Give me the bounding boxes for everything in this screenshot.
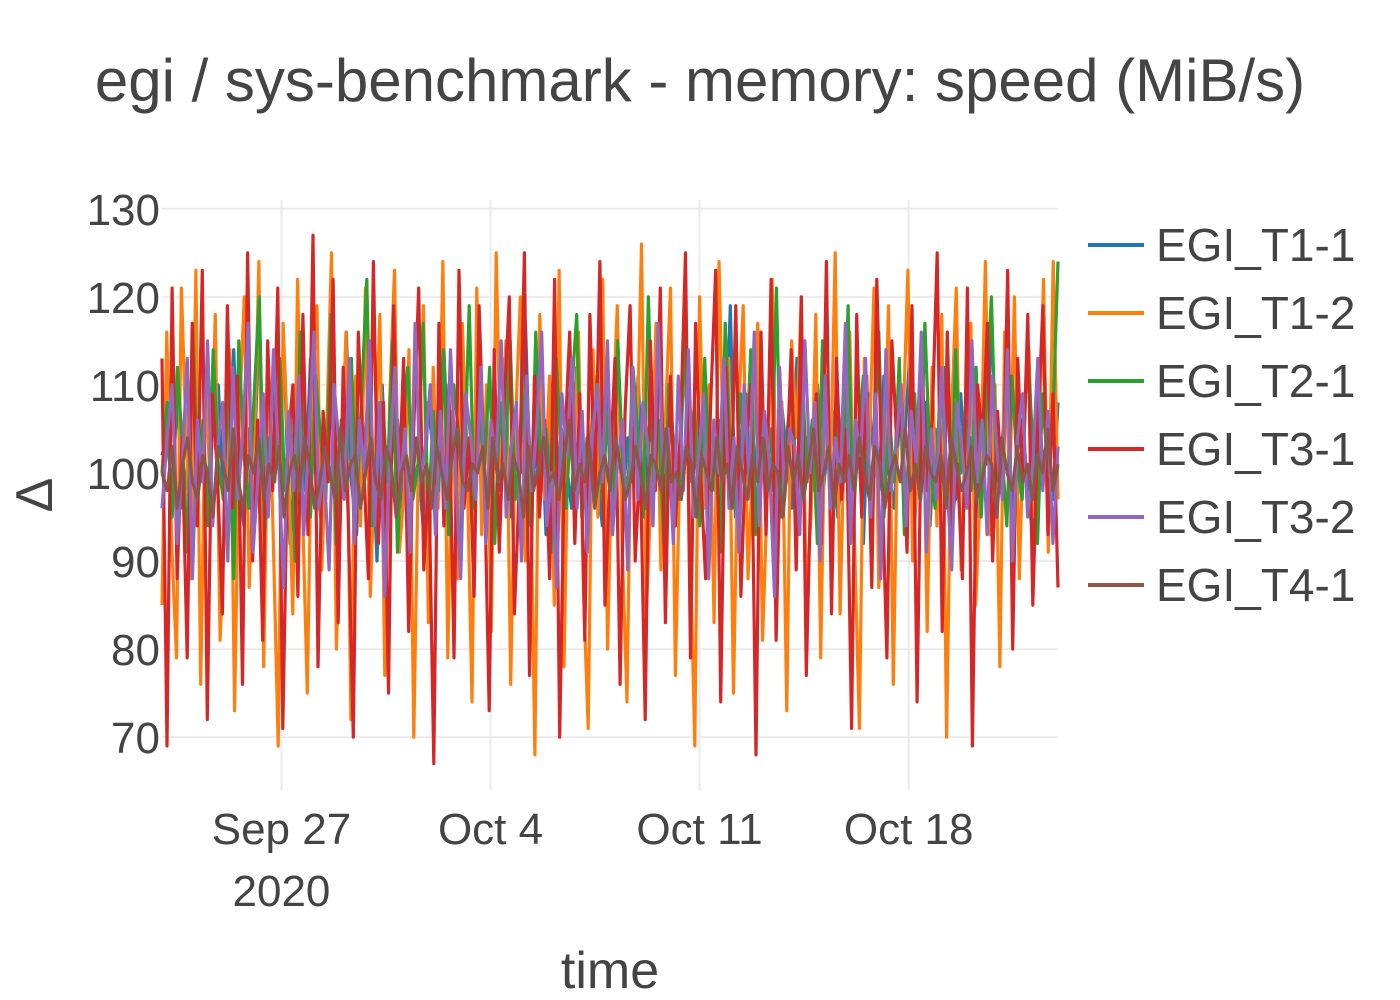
series-line-egi-t4-1: [160, 418, 1060, 519]
legend: EGI_T1-1 EGI_T1-2 EGI_T2-1 EGI_T3-1 EGI_T3-2…: [1088, 219, 1355, 611]
y-axis-title: Δ: [6, 478, 64, 513]
x-tick-label: Oct 18: [844, 805, 974, 854]
legend-label: EGI_T1-1: [1156, 219, 1355, 271]
legend-label: EGI_T3-2: [1156, 491, 1355, 543]
x-tick-year-label: 2020: [233, 867, 331, 916]
x-axis-ticks: Sep 27 2020 Oct 4 Oct 11 Oct 18: [212, 805, 974, 916]
chart-title: egi / sys-benchmark - memory: speed (MiB…: [95, 47, 1305, 114]
y-tick-label: 70: [111, 714, 160, 763]
y-tick-label: 110: [90, 362, 160, 411]
series-line-egi-t1-2: [160, 242, 1060, 757]
y-tick-label: 90: [111, 538, 160, 587]
legend-label: EGI_T1-2: [1156, 287, 1355, 339]
legend-label: EGI_T3-1: [1156, 423, 1355, 475]
y-axis-ticks: 70 80 90 100 110 120 130: [87, 186, 160, 763]
legend-label: EGI_T4-1: [1156, 559, 1355, 611]
y-tick-label: 100: [87, 450, 160, 499]
x-tick-label: Oct 11: [636, 805, 762, 854]
legend-label: EGI_T2-1: [1156, 355, 1355, 407]
series-lines: [160, 233, 1060, 766]
y-tick-label: 120: [87, 274, 160, 323]
x-tick-label: Sep 27: [212, 805, 351, 854]
x-tick-label: Oct 4: [438, 805, 543, 854]
y-tick-label: 130: [87, 186, 160, 235]
x-axis-title: time: [561, 942, 659, 1000]
y-tick-label: 80: [111, 626, 160, 675]
